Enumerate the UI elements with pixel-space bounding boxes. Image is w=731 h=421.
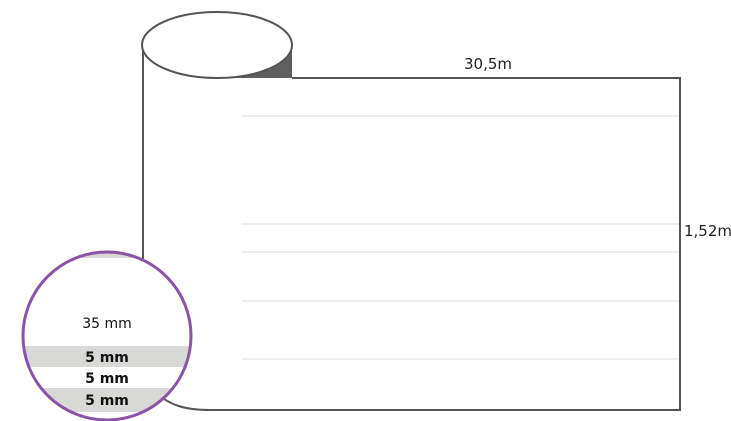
sheet-guide-lines	[242, 115, 680, 360]
roll-top-ellipse	[141, 11, 293, 79]
inset-stripe-label-1: 5 mm	[85, 350, 129, 366]
roll-and-sheet-outline	[142, 45, 681, 411]
inset-stripe-label-3: 5 mm	[85, 393, 129, 409]
inset-ring	[21, 250, 193, 421]
height-label: 1,52m	[684, 222, 731, 240]
inset-stripe-2	[23, 367, 191, 388]
length-label: 30,5m	[464, 55, 512, 73]
inset-top-band-label: 35 mm	[82, 316, 132, 332]
inset-top-stripe	[23, 252, 191, 258]
detail-inset: 35 mm 5 mm 5 mm 5 mm	[21, 250, 193, 421]
inset-stripe-label-2: 5 mm	[85, 371, 129, 387]
roll-shadow	[222, 45, 292, 78]
inset-stripe-1	[23, 346, 191, 367]
